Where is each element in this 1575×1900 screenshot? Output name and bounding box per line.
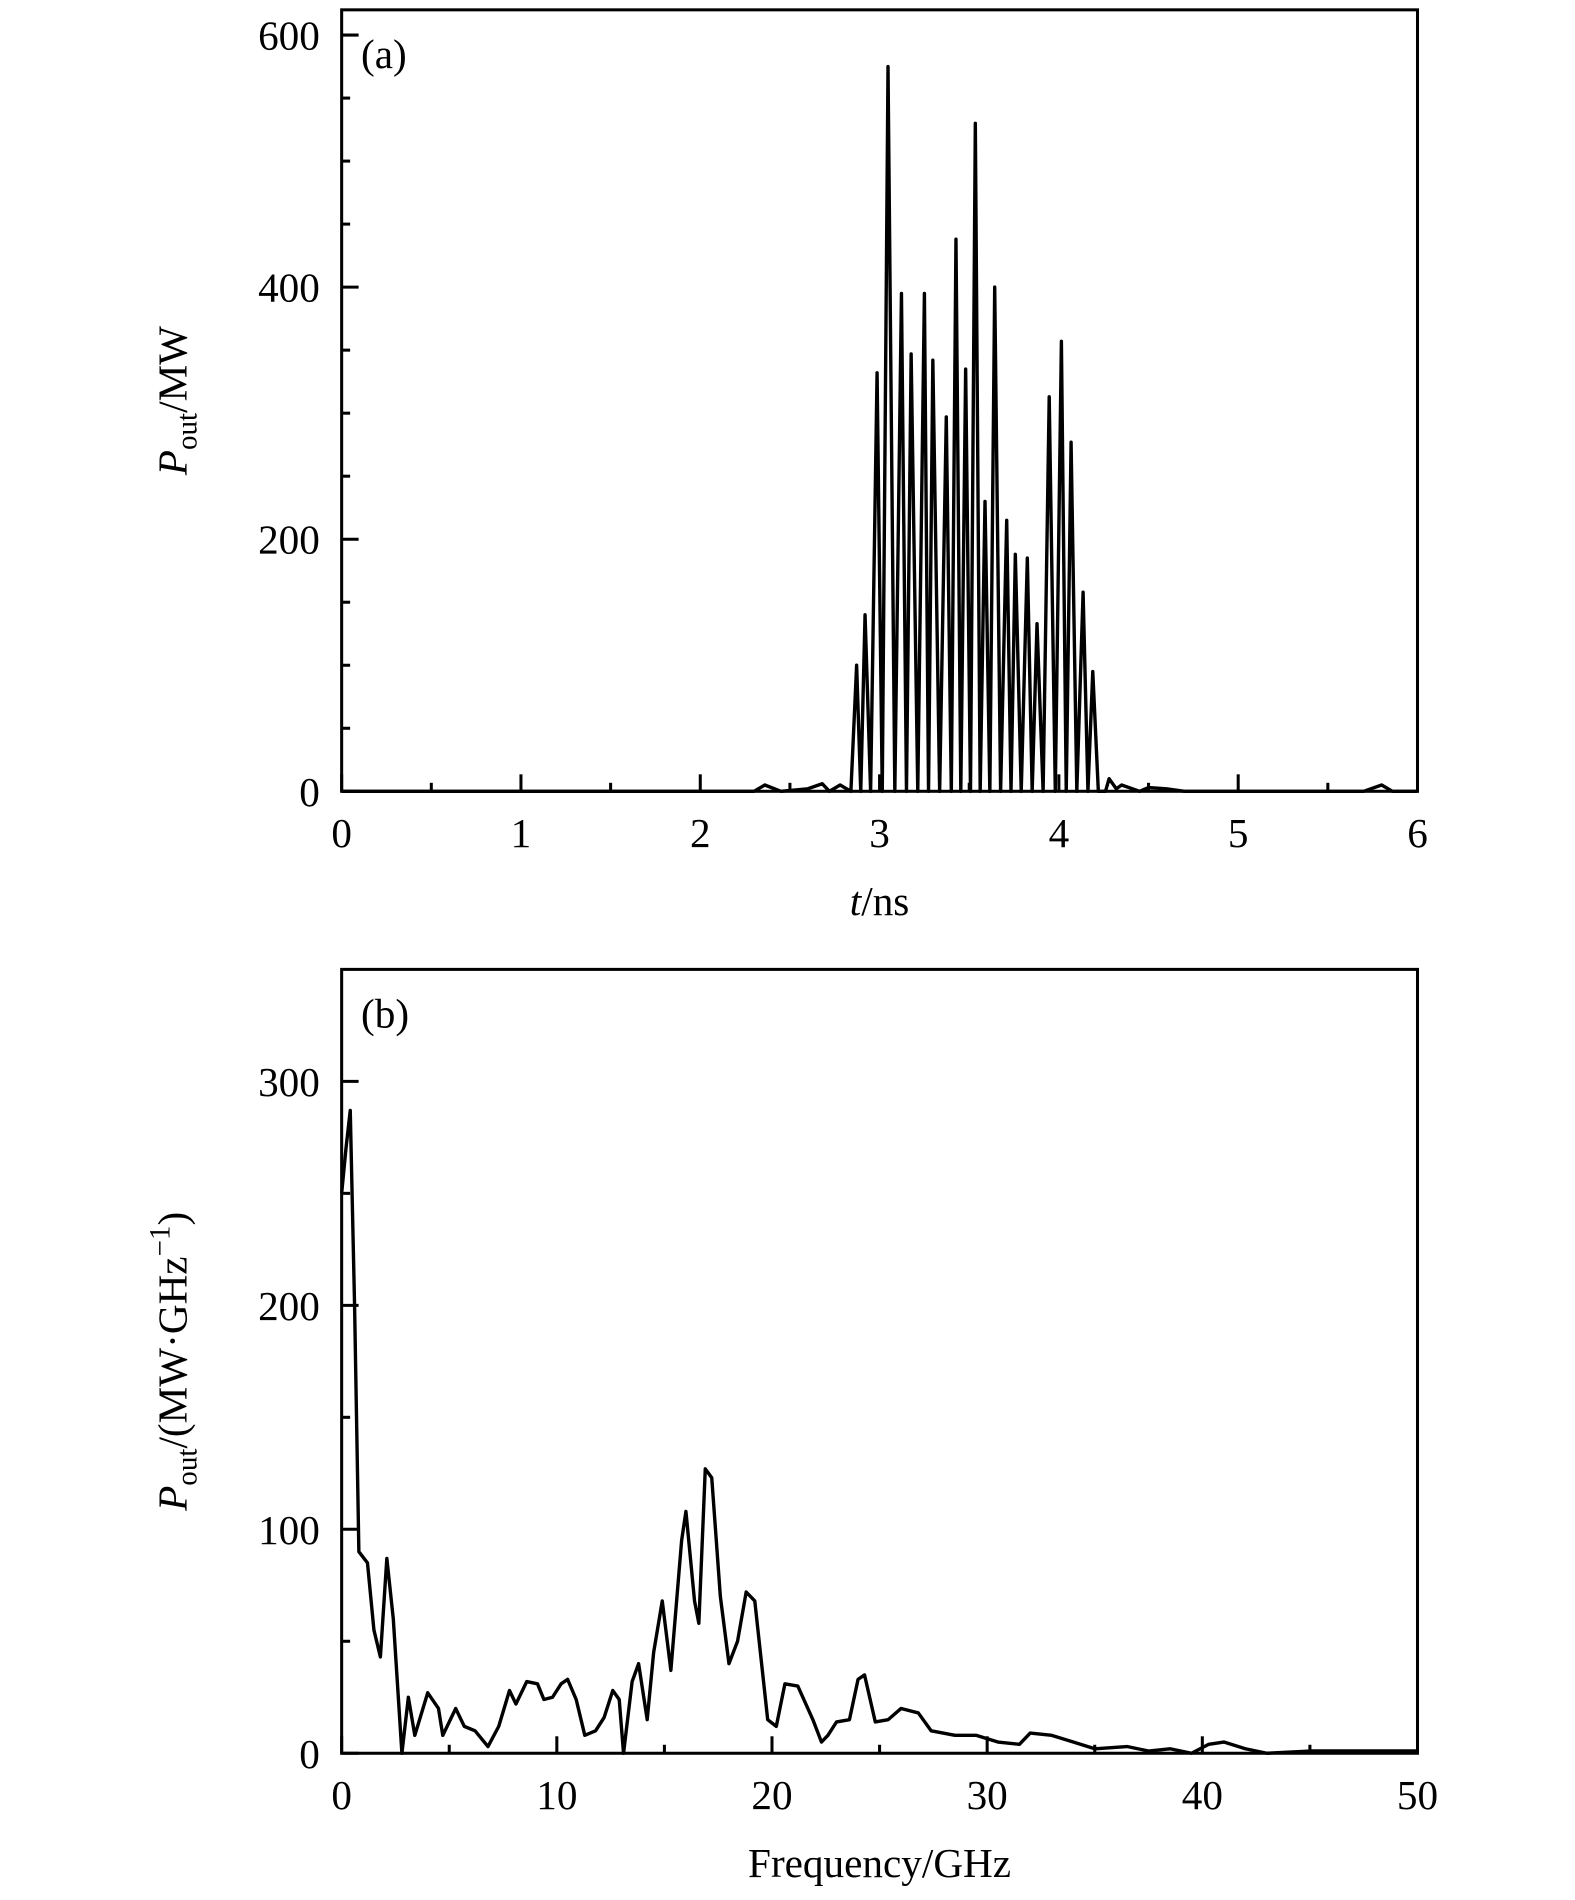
panel-label: (a) — [361, 31, 407, 78]
x-tick-label: 4 — [1049, 810, 1070, 856]
x-tick-label: 30 — [967, 1772, 1008, 1818]
y-tick-label: 200 — [258, 1283, 320, 1329]
y-tick-label: 400 — [258, 265, 320, 311]
y-tick-label: 200 — [258, 517, 320, 563]
x-tick-label: 20 — [751, 1772, 792, 1818]
x-tick-label: 0 — [331, 810, 352, 856]
y-tick-label: 300 — [258, 1059, 320, 1105]
x-tick-label: 2 — [690, 810, 711, 856]
x-tick-label: 40 — [1182, 1772, 1223, 1818]
data-line — [339, 1108, 1418, 1755]
y-tick-label: 600 — [258, 13, 320, 59]
plot-frame — [340, 967, 1420, 1755]
x-tick-label: 5 — [1228, 810, 1249, 856]
y-label-unit: /MW — [150, 326, 196, 413]
data-line — [341, 64, 1418, 793]
y-label-sup: −1 — [145, 1225, 177, 1256]
x-tick-label: 50 — [1397, 1772, 1438, 1818]
x-axis-label: t/ns — [850, 878, 910, 924]
x-tick-label: 6 — [1407, 810, 1428, 856]
y-tick-label: 0 — [299, 1731, 320, 1777]
y-tick-label: 0 — [299, 769, 320, 815]
x-label-unit: Frequency/GHz — [748, 1840, 1011, 1886]
x-label-var: t — [850, 878, 863, 924]
x-tick-label: 0 — [331, 1772, 352, 1818]
y-axis-label: Pout/MW — [150, 326, 204, 476]
y-tick-label: 100 — [258, 1507, 320, 1553]
y-label-var: P — [150, 1486, 196, 1512]
x-label-unit: /ns — [861, 878, 909, 924]
x-axis-label: Frequency/GHz — [748, 1840, 1011, 1886]
x-tick-label: 1 — [511, 810, 532, 856]
y-label-sub: out — [171, 413, 203, 450]
x-tick-label: 10 — [536, 1772, 577, 1818]
y-axis-label: Pout/(MW·GHz−1) — [145, 1212, 204, 1512]
y-label-var: P — [150, 450, 196, 476]
y-label-unit: /(MW·GHz — [150, 1256, 197, 1448]
x-tick-label: 3 — [869, 810, 890, 856]
y-label-sub: out — [171, 1449, 203, 1486]
y-label-end: ) — [150, 1212, 197, 1226]
panel-label: (b) — [361, 991, 409, 1038]
